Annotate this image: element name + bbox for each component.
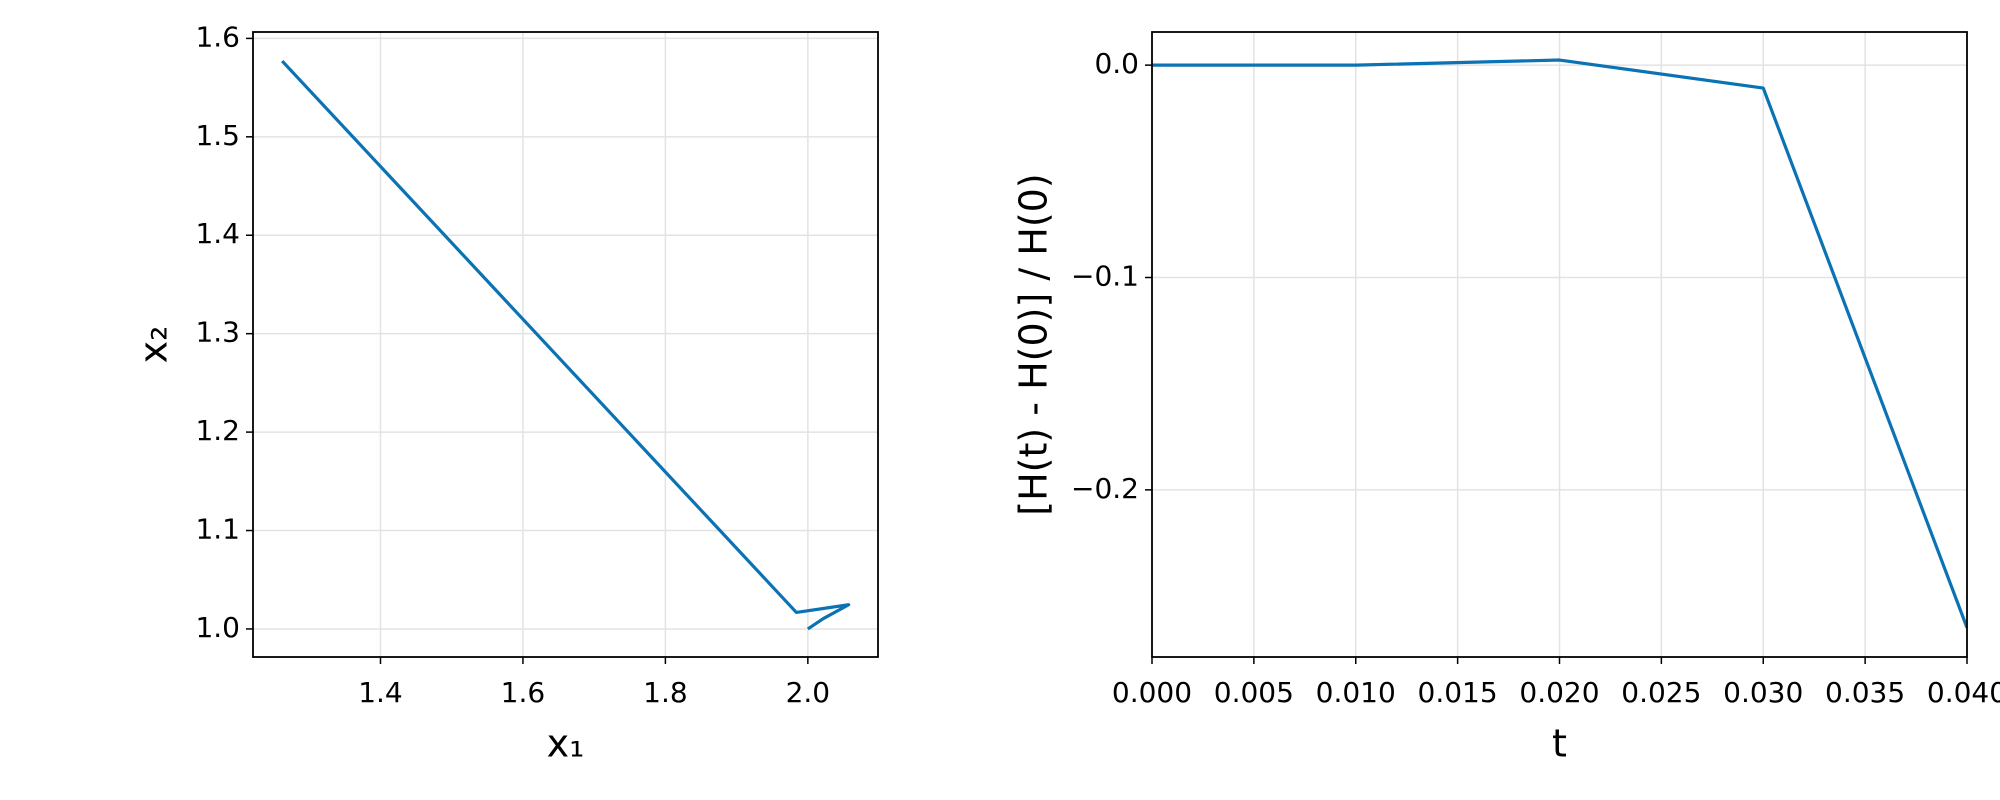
y-tick-label: 1.4 bbox=[195, 217, 240, 250]
x-tick-label: 0.000 bbox=[1112, 676, 1192, 709]
y-tick-label: 1.1 bbox=[195, 513, 240, 546]
x-tick-label: 0.005 bbox=[1214, 676, 1294, 709]
x-tick-label: 0.015 bbox=[1418, 676, 1498, 709]
x-axis-label: x₁ bbox=[547, 722, 585, 766]
y-tick-label: 1.3 bbox=[195, 316, 240, 349]
x-tick-label: 0.020 bbox=[1519, 676, 1599, 709]
y-axis-label: x₂ bbox=[132, 326, 176, 364]
x-tick-label: 0.030 bbox=[1723, 676, 1803, 709]
x-tick-label: 0.035 bbox=[1825, 676, 1905, 709]
y-tick-label: 1.0 bbox=[195, 611, 240, 644]
axes-frame bbox=[252, 31, 879, 658]
x-tick-label: 1.6 bbox=[501, 676, 546, 709]
y-axis-label: [H(t) - H(0)] / H(0) bbox=[1012, 173, 1056, 515]
y-tick-label: 1.2 bbox=[195, 414, 240, 447]
data-line bbox=[1152, 58, 1967, 629]
y-tick-label: 1.5 bbox=[195, 119, 240, 152]
x-tick-label: 0.025 bbox=[1621, 676, 1701, 709]
axes-frame bbox=[1151, 31, 1968, 658]
data-line bbox=[281, 59, 851, 631]
x-tick-label: 0.010 bbox=[1316, 676, 1396, 709]
y-tick-label: −0.2 bbox=[1071, 472, 1139, 505]
x-tick-label: 0.040 bbox=[1927, 676, 2000, 709]
y-tick-label: 1.6 bbox=[195, 20, 240, 53]
y-tick-label: 0.0 bbox=[1094, 47, 1139, 80]
x-tick-label: 1.4 bbox=[358, 676, 403, 709]
x-tick-label: 2.0 bbox=[786, 676, 831, 709]
x-axis-label: t bbox=[1552, 722, 1567, 766]
y-tick-label: −0.1 bbox=[1071, 259, 1139, 292]
x-tick-label: 1.8 bbox=[643, 676, 688, 709]
